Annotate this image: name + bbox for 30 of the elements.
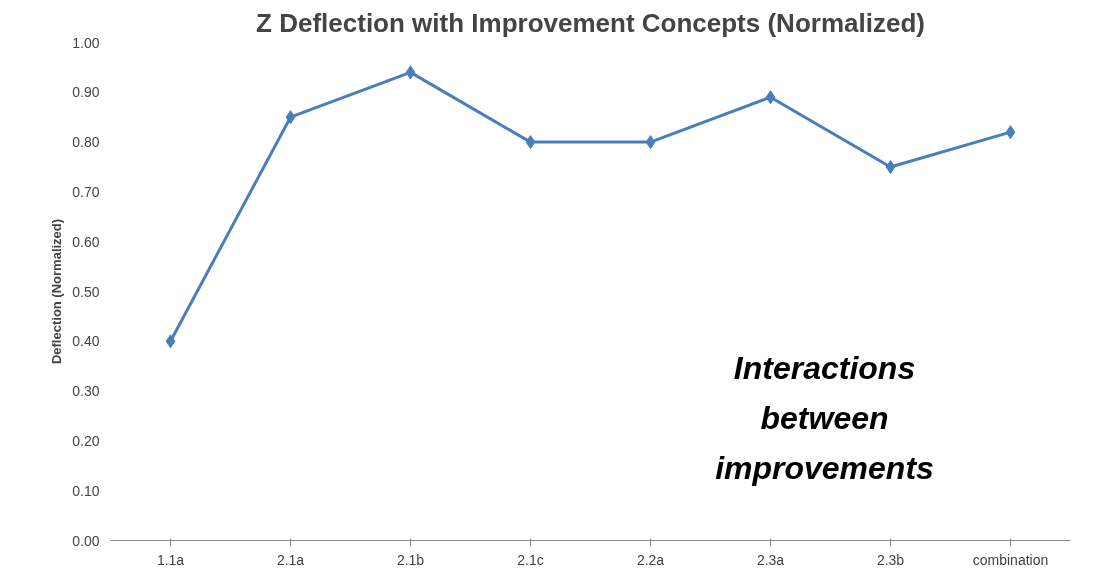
x-tick-label: 2.2a: [636, 551, 665, 568]
y-tick-label: 0.50: [72, 283, 100, 300]
y-tick-label: 0.60: [72, 233, 100, 250]
point: [1005, 125, 1016, 140]
x-tick-label: 2.3b: [876, 551, 905, 568]
y-tick-label: 0.20: [72, 432, 100, 449]
point: [765, 90, 776, 105]
y-tick-label: 0.00: [72, 532, 100, 549]
x-tick-label: combination: [972, 551, 1049, 568]
x-tick-label: 2.3a: [756, 551, 785, 568]
x-tick-label: 2.1b: [396, 551, 425, 568]
point: [165, 334, 176, 349]
point: [645, 135, 656, 150]
point: [285, 110, 296, 125]
y-tick-label: 0.10: [72, 482, 100, 499]
y-axis-title: Deflection (Normalized): [49, 218, 65, 365]
y-tick-label: 0.90: [72, 84, 100, 101]
point: [885, 160, 896, 174]
annotation: Interactions between improvements: [715, 350, 934, 486]
y-tick-label: 0.30: [72, 383, 100, 400]
y-tick-label: 0.40: [72, 333, 100, 350]
point: [525, 135, 536, 150]
y-tick-label: 0.70: [72, 183, 100, 200]
y-tick-label: 1.00: [72, 34, 100, 51]
x-tick-label: 2.1a: [276, 551, 305, 568]
chart-title: Z Deflection with Improvement Concepts (Normalized): [256, 7, 925, 38]
x-tick-label: 2.1c: [517, 551, 544, 568]
y-tick-label: 0.80: [72, 134, 100, 151]
point: [405, 65, 416, 80]
x-tick-label: 1.1a: [156, 551, 185, 568]
